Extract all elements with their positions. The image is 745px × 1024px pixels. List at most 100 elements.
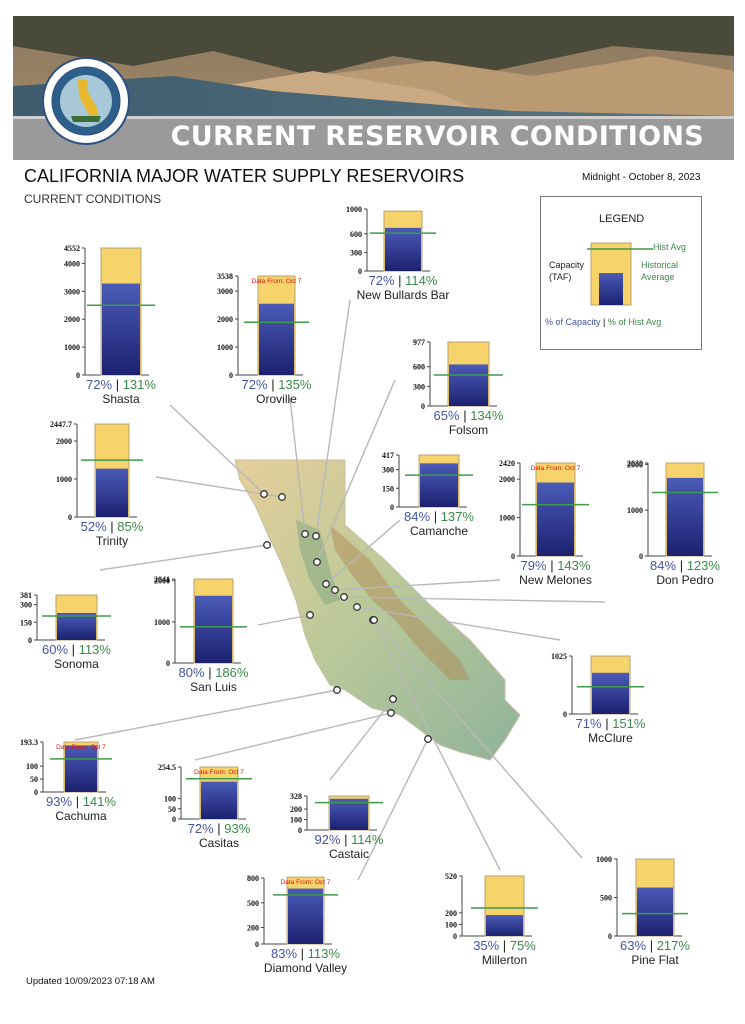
reservoir-name: Castaic bbox=[329, 847, 369, 861]
pct-hist-avg: 113% bbox=[79, 642, 112, 657]
map-dot-castaic bbox=[389, 695, 397, 703]
dwr-seal-logo bbox=[42, 57, 130, 145]
tick-label: 1000 bbox=[217, 343, 233, 352]
tick-label: 1000 bbox=[154, 618, 170, 627]
leader-line-millerton bbox=[372, 619, 501, 871]
reservoir-photo bbox=[13, 16, 734, 160]
pct-capacity: 92% bbox=[315, 832, 341, 847]
tick-label: 520 bbox=[445, 872, 457, 881]
storage-bar bbox=[96, 468, 128, 517]
tick-label: 1000 bbox=[596, 855, 612, 864]
pct-hist-avg: 123% bbox=[687, 558, 721, 573]
legend-capacity-text: Capacity bbox=[549, 260, 585, 270]
banner-title: CURRENT RESERVOIR CONDITIONS bbox=[170, 121, 704, 152]
pct-separator: | bbox=[112, 377, 123, 392]
tick-label: 500 bbox=[600, 894, 612, 903]
legend-separator: | bbox=[603, 317, 606, 327]
tick-label: 300 bbox=[350, 248, 362, 257]
percent-label: 72% | 131% bbox=[86, 377, 156, 392]
tick-label: 800 bbox=[247, 874, 259, 883]
tick-label: 3538 bbox=[217, 272, 233, 281]
storage-bar bbox=[259, 303, 294, 375]
pct-capacity: 52% bbox=[81, 519, 107, 534]
pct-capacity: 65% bbox=[434, 408, 460, 423]
percent-label: 72% | 114% bbox=[369, 273, 438, 288]
map-dot-folsom bbox=[313, 558, 321, 566]
page-subtitle: CURRENT CONDITIONS bbox=[24, 192, 162, 206]
data-note: Data From: Oct 7 bbox=[531, 465, 581, 472]
pct-hist-avg: 114% bbox=[351, 832, 384, 847]
tick-label: 254.5 bbox=[158, 763, 176, 772]
tick-label: 0 bbox=[68, 513, 72, 522]
map-dot-new-bullards-bar bbox=[312, 532, 320, 540]
pct-capacity: 72% bbox=[86, 377, 112, 392]
reservoir-name: New Melones bbox=[519, 573, 592, 587]
reservoir-name: Diamond Valley bbox=[264, 961, 347, 975]
reservoir-name: Pine Flat bbox=[631, 953, 679, 967]
percent-label: 80% | 186% bbox=[179, 665, 249, 680]
tick-label: 2000 bbox=[499, 475, 515, 484]
pct-separator: | bbox=[214, 821, 225, 836]
reservoir-name: Camanche bbox=[410, 524, 468, 538]
pct-capacity: 79% bbox=[521, 558, 547, 573]
tick-label: 3000 bbox=[64, 287, 80, 296]
storage-bar bbox=[57, 612, 96, 640]
tick-label: 0 bbox=[298, 826, 302, 835]
tick-label: 1000 bbox=[499, 514, 515, 523]
map-dot-cachuma bbox=[333, 686, 341, 694]
percent-label: 65% | 134% bbox=[434, 408, 504, 423]
map-dot-camanche bbox=[322, 580, 330, 588]
legend-title: LEGEND bbox=[599, 213, 645, 225]
tick-label: 200 bbox=[247, 924, 259, 933]
map-dot-diamond-valley bbox=[424, 735, 432, 743]
tick-label: 1000 bbox=[56, 475, 72, 484]
tick-label: 100 bbox=[164, 795, 176, 804]
legend-pct-capacity: % of Capacity bbox=[545, 317, 601, 327]
leader-line-camanche bbox=[325, 519, 401, 585]
map-dot-casitas bbox=[387, 709, 395, 717]
pct-capacity: 80% bbox=[179, 665, 205, 680]
percent-label: 72% | 135% bbox=[242, 377, 312, 392]
leader-line-sonoma bbox=[99, 544, 268, 571]
tick-label: 2000 bbox=[217, 315, 233, 324]
pct-hist-avg: 113% bbox=[308, 946, 341, 961]
reservoir-chart-cachuma: 193.3 100 50 0 Data From: Oct 7 93% | 141%Cac… bbox=[20, 738, 116, 823]
tick-label: 4000 bbox=[64, 259, 80, 268]
reservoir-name: Sonoma bbox=[54, 657, 99, 671]
leader-line-casitas bbox=[194, 712, 392, 761]
storage-bar bbox=[449, 364, 488, 406]
percent-label: 60% | 113% bbox=[42, 642, 111, 657]
pct-separator: | bbox=[499, 938, 510, 953]
map-dot-sonoma bbox=[263, 541, 271, 549]
reservoir-chart-mcclure: 1025 0 71% | 151%McClure bbox=[551, 652, 646, 745]
reservoir-name: San Luis bbox=[190, 680, 237, 694]
storage-bar bbox=[65, 745, 97, 792]
tick-label: 300 bbox=[20, 601, 32, 610]
percent-label: 63% | 217% bbox=[620, 938, 690, 953]
storage-bar bbox=[385, 227, 421, 271]
percent-label: 92% | 114% bbox=[315, 832, 384, 847]
tick-label: 500 bbox=[247, 899, 259, 908]
pct-separator: | bbox=[547, 558, 558, 573]
tick-label: 200 bbox=[290, 805, 302, 814]
reservoir-name: Oroville bbox=[256, 392, 297, 406]
storage-bar bbox=[420, 463, 458, 507]
storage-bar bbox=[667, 477, 703, 556]
tick-label: 0 bbox=[511, 552, 515, 561]
reservoir-name: Cachuma bbox=[55, 809, 107, 823]
tick-label: 0 bbox=[255, 940, 259, 949]
tick-label: 50 bbox=[168, 805, 176, 814]
leader-line-castaic bbox=[329, 698, 394, 781]
tick-label: 2041 bbox=[154, 575, 170, 584]
tick-label: 3000 bbox=[217, 287, 233, 296]
legend-capacity-unit: (TAF) bbox=[549, 272, 572, 282]
legend-box: LEGEND Capacity (TAF) Hist Avg Historica… bbox=[540, 196, 702, 350]
tick-label: 2000 bbox=[627, 460, 643, 469]
pct-hist-avg: 217% bbox=[657, 938, 691, 953]
pct-separator: | bbox=[68, 642, 79, 657]
legend-pct-hist: % of Hist Avg bbox=[607, 317, 662, 327]
pct-separator: | bbox=[430, 509, 441, 524]
tick-label: 600 bbox=[413, 363, 425, 372]
